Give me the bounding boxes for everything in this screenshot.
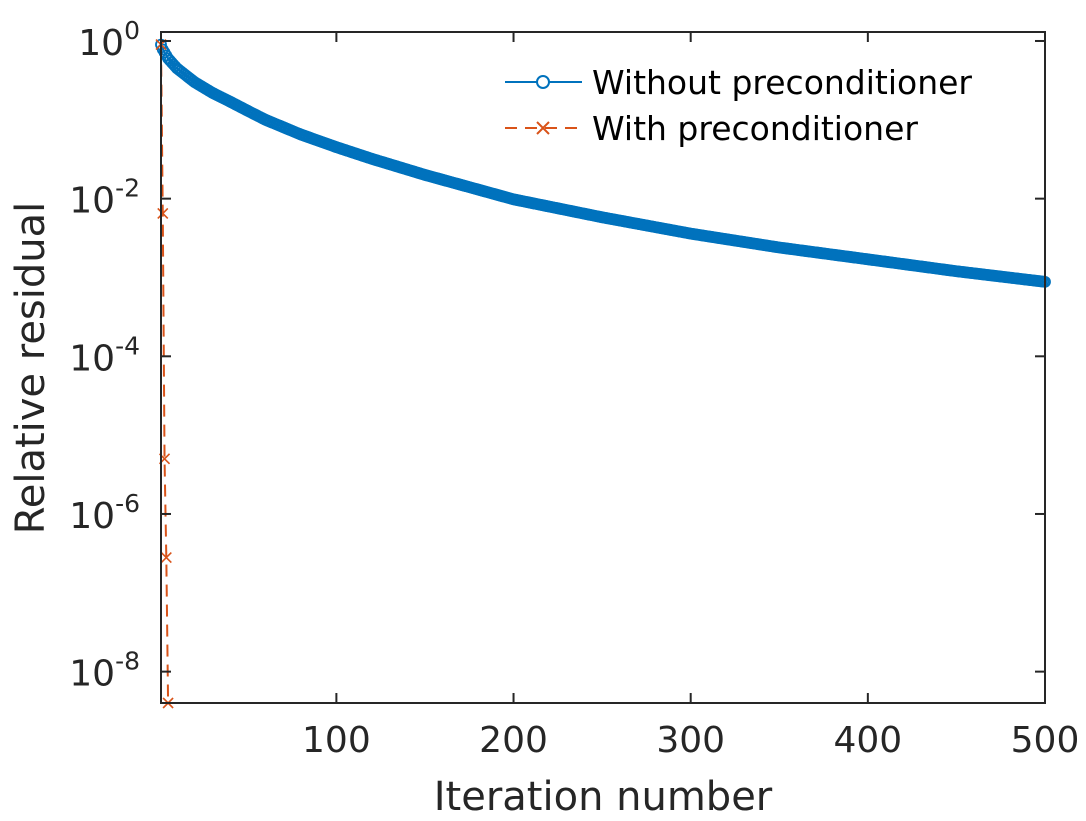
legend: Without preconditioner With preconditione… — [505, 63, 972, 148]
legend-marker — [536, 75, 550, 89]
plot-background — [161, 32, 1045, 703]
y-tick-label: 10-4 — [69, 331, 140, 379]
series-1 — [155, 38, 1051, 288]
y-tick-label: 10-6 — [69, 489, 140, 537]
x-tick-label: 400 — [833, 720, 902, 761]
data-point — [157, 207, 169, 219]
x-tick-label: 200 — [479, 720, 548, 761]
y-tick-label: 10-2 — [69, 174, 140, 222]
x-axis-label: Iteration number — [434, 774, 773, 820]
legend-marker — [536, 121, 550, 135]
series-line — [160, 44, 170, 704]
y-tick-label: 100 — [78, 16, 140, 64]
legend-label: With preconditioner — [592, 109, 918, 148]
data-point — [160, 551, 172, 564]
plot-frame — [160, 31, 1046, 704]
y-tick-label: 10-8 — [69, 647, 140, 695]
x-tick-label: 500 — [1011, 720, 1080, 761]
y-axis-label: Relative residual — [8, 202, 54, 535]
legend-item: Without preconditioner — [505, 63, 972, 102]
x-tick-label: 100 — [302, 720, 371, 761]
series-layer — [155, 38, 1051, 709]
legend-label: Without preconditioner — [592, 63, 972, 102]
x-tick-label: 300 — [656, 720, 725, 761]
tick-layer: 100 200 300 400 500 10-8 10-6 10-4 10-2 100 — [69, 16, 1079, 761]
legend-item: With preconditioner — [505, 109, 918, 148]
